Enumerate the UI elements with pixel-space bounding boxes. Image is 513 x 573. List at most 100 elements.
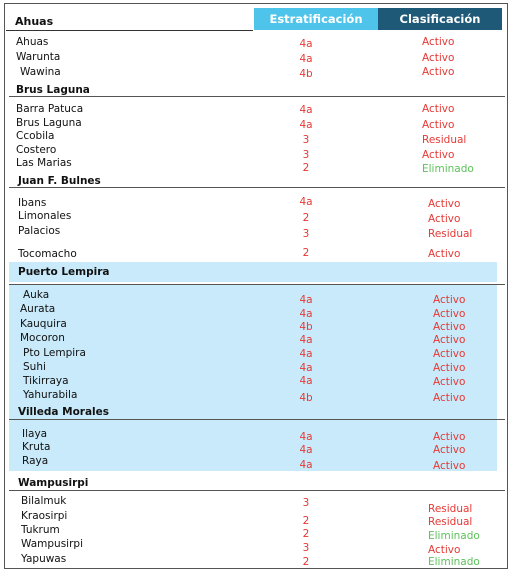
group-title: Puerto Lempira — [18, 266, 110, 278]
row-clasificacion: Activo — [433, 348, 466, 360]
row-estratificacion: 2 — [302, 162, 310, 174]
row-clasificacion: Activo — [422, 103, 455, 115]
row-estratificacion: 3 — [302, 149, 310, 161]
row-estratificacion: 4b — [299, 321, 313, 333]
row-clasificacion: Activo — [422, 66, 455, 78]
row-name: Brus Laguna — [16, 117, 82, 129]
row-clasificacion: Activo — [433, 392, 466, 404]
group-title: Villeda Morales — [18, 406, 110, 418]
group-title: Juan F. Bulnes — [18, 175, 101, 187]
row-clasificacion: Activo — [433, 376, 466, 388]
row-name: Ilaya — [22, 428, 48, 440]
group-divider — [9, 96, 505, 97]
group-divider — [9, 284, 505, 285]
row-clasificacion: Activo — [433, 362, 466, 374]
group-divider — [9, 419, 505, 420]
row-clasificacion: Activo — [422, 149, 455, 161]
header-municipio: Ahuas — [6, 8, 253, 31]
row-clasificacion: Activo — [433, 294, 466, 306]
row-estratificacion: 2 — [302, 528, 310, 540]
row-clasificacion: Eliminado — [422, 163, 474, 175]
row-estratificacion: 3 — [302, 134, 310, 146]
row-name: Ccobila — [16, 130, 55, 142]
row-name: Yapuwas — [21, 553, 67, 565]
row-estratificacion: 2 — [302, 515, 310, 527]
row-name: Auka — [23, 289, 50, 301]
row-clasificacion: Eliminado — [428, 556, 480, 568]
row-clasificacion: Activo — [433, 431, 466, 443]
highlight-band-puerto-lempira — [9, 262, 497, 282]
row-name: Limonales — [18, 210, 72, 222]
row-estratificacion: 4b — [299, 392, 313, 404]
row-clasificacion: Residual — [428, 516, 473, 528]
row-clasificacion: Residual — [428, 503, 473, 515]
row-name: Tikirraya — [23, 375, 69, 387]
group-divider — [9, 187, 505, 188]
row-clasificacion: Activo — [428, 248, 461, 260]
row-name: Raya — [22, 455, 49, 467]
row-estratificacion: 4a — [299, 459, 313, 471]
row-estratificacion: 2 — [302, 556, 310, 568]
row-estratificacion: 4b — [299, 68, 313, 80]
group-divider — [9, 490, 505, 491]
table-frame — [4, 3, 508, 569]
row-estratificacion: 4a — [299, 38, 313, 50]
row-name: Bilalmuk — [21, 495, 67, 507]
row-estratificacion: 3 — [302, 228, 310, 240]
group-title: Brus Laguna — [16, 84, 90, 96]
row-estratificacion: 4a — [299, 308, 313, 320]
row-name: Ahuas — [16, 36, 49, 48]
row-name: Yahurabila — [23, 389, 78, 401]
row-name: Kraosirpi — [21, 510, 68, 522]
row-estratificacion: 4a — [299, 294, 313, 306]
row-estratificacion: 4a — [299, 53, 313, 65]
header-estratificacion: Estratificación — [254, 8, 378, 30]
highlight-band-rows — [9, 285, 497, 471]
row-estratificacion: 4a — [299, 362, 313, 374]
row-clasificacion: Activo — [428, 544, 461, 556]
row-name: Wampusirpi — [21, 538, 83, 550]
row-name: Suhi — [23, 361, 46, 373]
row-estratificacion: 4a — [299, 334, 313, 346]
row-name: Costero — [16, 144, 57, 156]
row-estratificacion: 3 — [302, 542, 310, 554]
row-name: Warunta — [16, 51, 61, 63]
row-estratificacion: 4a — [299, 348, 313, 360]
row-name: Kruta — [22, 441, 51, 453]
row-clasificacion: Activo — [422, 119, 455, 131]
row-estratificacion: 3 — [302, 497, 310, 509]
row-name: Pto Lempira — [23, 347, 86, 359]
row-name: Kauquira — [20, 318, 67, 330]
row-clasificacion: Residual — [422, 134, 467, 146]
row-name: Ibans — [18, 197, 47, 209]
row-clasificacion: Activo — [428, 198, 461, 210]
row-estratificacion: 4a — [299, 119, 313, 131]
row-name: Palacios — [18, 225, 61, 237]
row-clasificacion: Activo — [428, 213, 461, 225]
row-clasificacion: Activo — [433, 321, 466, 333]
row-estratificacion: 4a — [299, 104, 313, 116]
row-name: Wawina — [20, 66, 61, 78]
row-name: Aurata — [20, 303, 56, 315]
row-clasificacion: Activo — [433, 334, 466, 346]
row-estratificacion: 2 — [302, 247, 310, 259]
row-name: Tocomacho — [18, 248, 77, 260]
row-clasificacion: Residual — [428, 228, 473, 240]
row-estratificacion: 2 — [302, 212, 310, 224]
row-estratificacion: 4a — [299, 375, 313, 387]
row-clasificacion: Activo — [422, 36, 455, 48]
row-clasificacion: Eliminado — [428, 530, 480, 542]
row-clasificacion: Activo — [433, 444, 466, 456]
row-clasificacion: Activo — [422, 52, 455, 64]
row-name: Tukrum — [21, 524, 60, 536]
row-clasificacion: Activo — [433, 460, 466, 472]
row-name: Las Marias — [16, 157, 72, 169]
row-estratificacion: 4a — [299, 444, 313, 456]
row-name: Barra Patuca — [16, 103, 84, 115]
header-clasificacion: Clasificación — [378, 8, 502, 30]
group-title: Wampusirpi — [18, 477, 89, 489]
row-name: Mocoron — [20, 332, 65, 344]
row-estratificacion: 4a — [299, 196, 313, 208]
row-clasificacion: Activo — [433, 308, 466, 320]
row-estratificacion: 4a — [299, 431, 313, 443]
